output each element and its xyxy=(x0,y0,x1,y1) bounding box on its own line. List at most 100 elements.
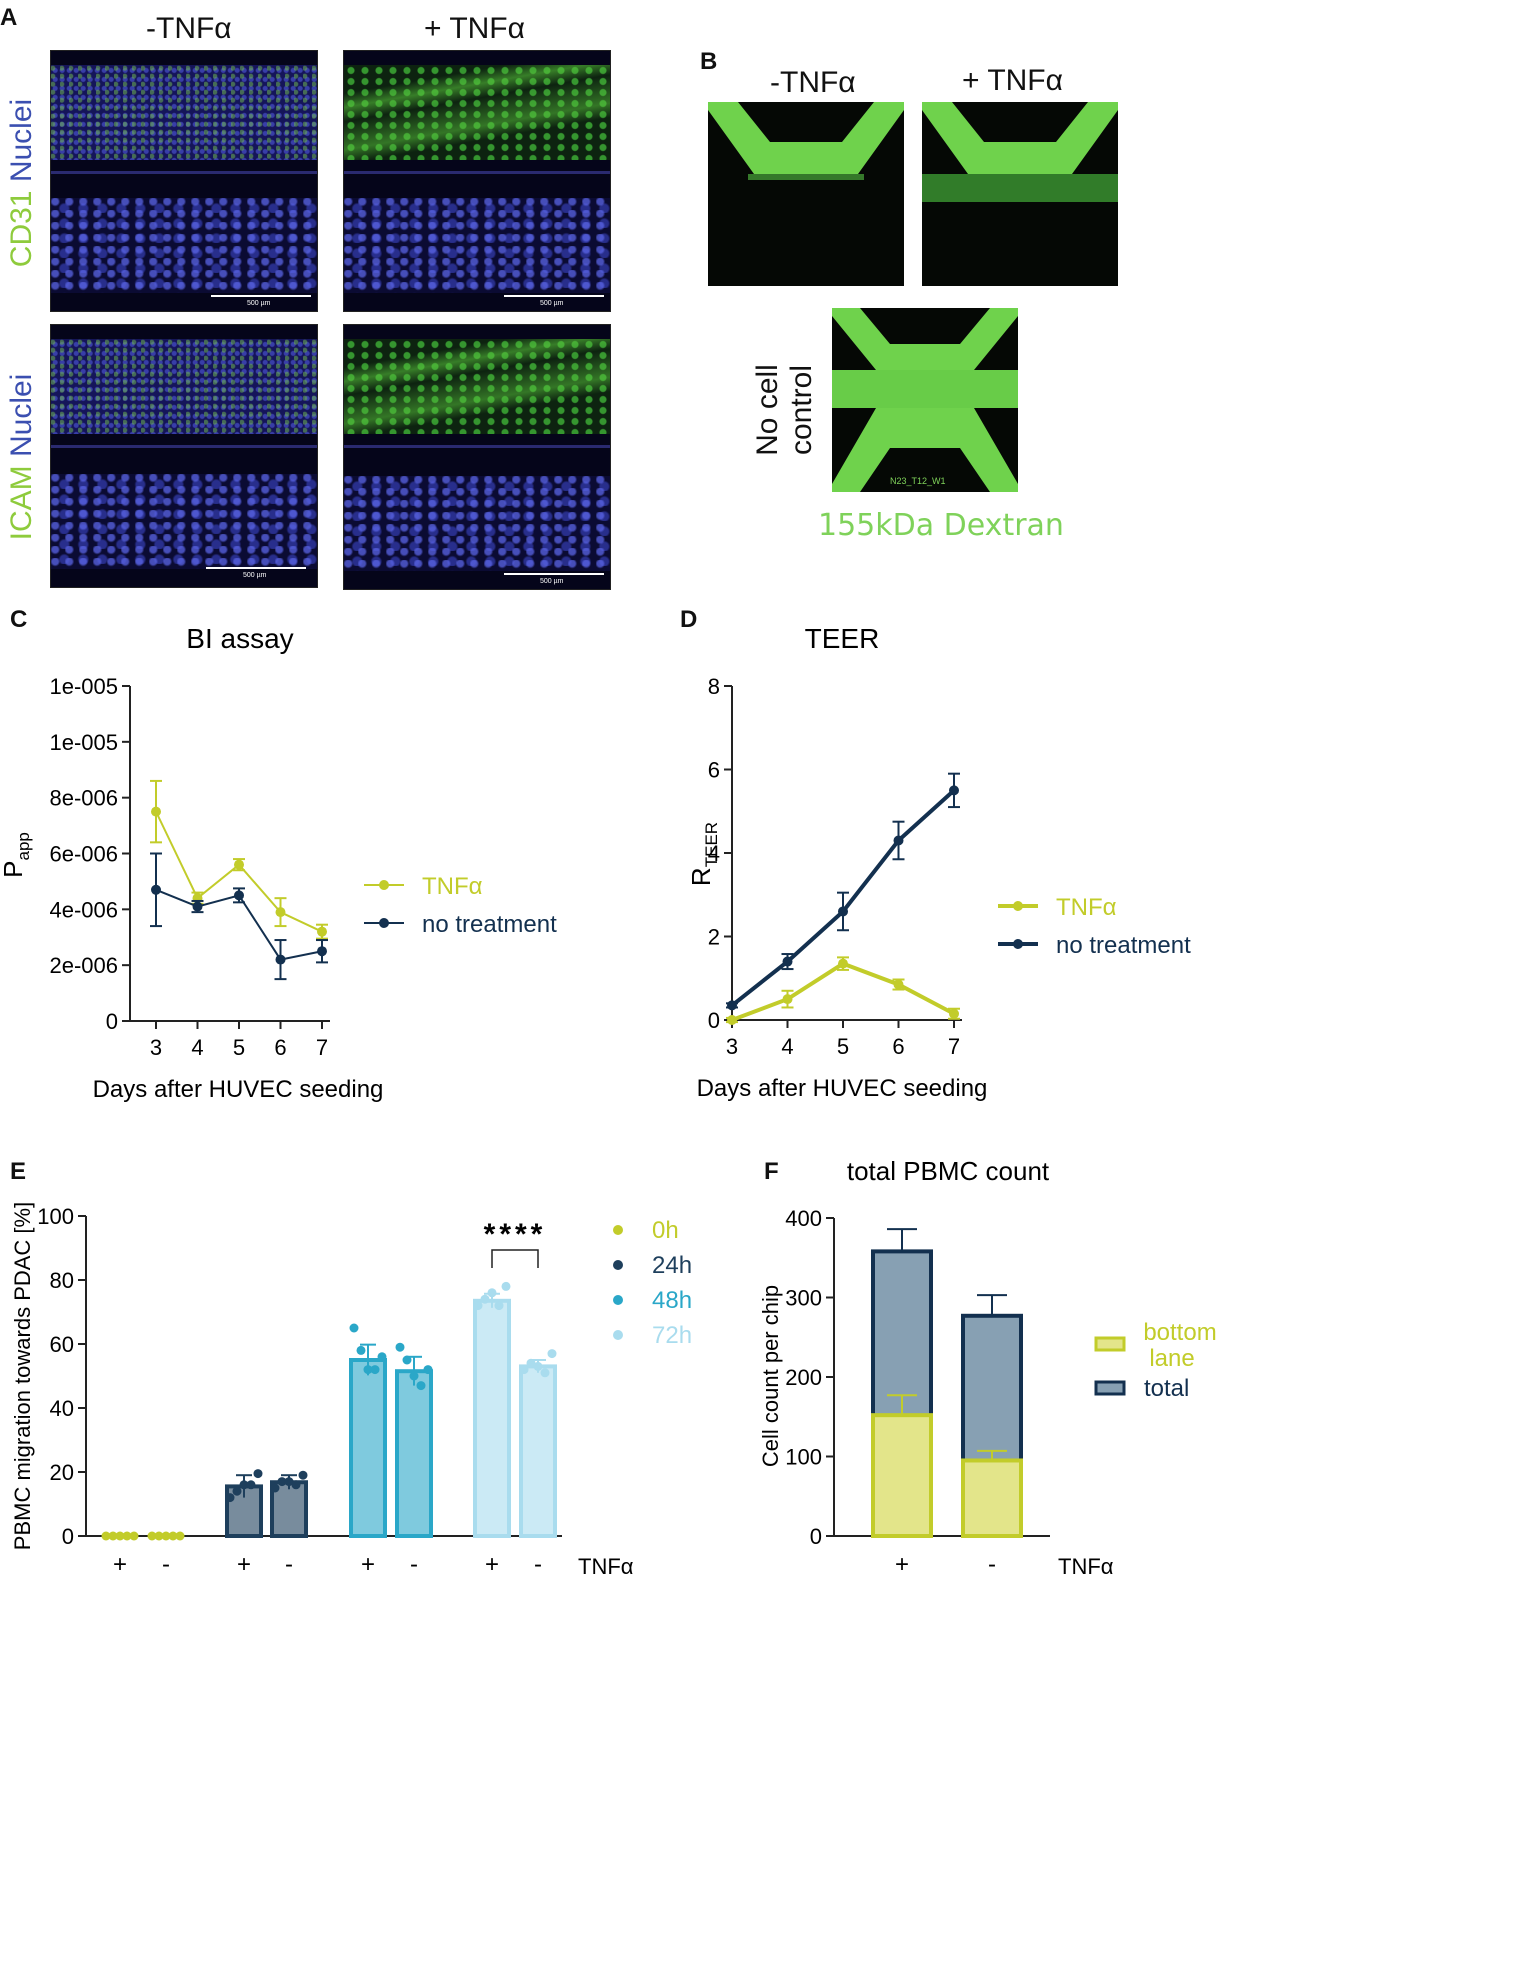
legend-swatch-total xyxy=(1094,1380,1126,1396)
replicate-point xyxy=(416,1381,426,1391)
bar xyxy=(473,1298,511,1538)
x-tick-label: 7 xyxy=(948,1034,960,1059)
y-tick-label: 200 xyxy=(785,1365,822,1390)
replicate-point xyxy=(402,1355,412,1365)
no-cell-control-label: No cell control xyxy=(751,325,819,495)
y-tick-label: 20 xyxy=(50,1460,74,1485)
x-tick-label: 5 xyxy=(837,1034,849,1059)
cd31-label: CD31 xyxy=(5,190,38,268)
legend-label: no treatment xyxy=(1056,932,1191,959)
data-point xyxy=(275,954,286,965)
x-axis-label: TNFα xyxy=(578,1554,634,1579)
replicate-point xyxy=(101,1531,111,1541)
data-point xyxy=(192,901,203,912)
y-tick-label: 1e-005 xyxy=(49,674,118,699)
scalebar-label: 500 µm xyxy=(540,578,564,585)
replicate-point xyxy=(519,1365,529,1375)
replicate-point xyxy=(270,1483,280,1493)
replicate-point xyxy=(526,1358,536,1368)
replicate-point xyxy=(370,1365,380,1375)
replicate-point xyxy=(239,1480,249,1490)
dextran-channel xyxy=(922,102,1118,202)
y-tick-label: 80 xyxy=(50,1268,74,1293)
legend-marker xyxy=(613,1260,623,1270)
legend-marker xyxy=(613,1225,623,1235)
data-point xyxy=(151,884,161,895)
y-axis-label: RTEER xyxy=(686,822,721,886)
replicate-point xyxy=(501,1281,511,1291)
panel-b-header-plus-tnf: + TNFα xyxy=(962,64,1063,97)
legend-label: lane xyxy=(1149,1345,1194,1372)
y-axis-label: Papp xyxy=(0,832,33,878)
legend-label: TNFα xyxy=(1056,894,1117,921)
legend-label: 72h xyxy=(652,1322,692,1349)
micrograph-cd31-plus-tnf: 500 µm xyxy=(343,50,611,312)
data-point xyxy=(893,979,904,990)
y-tick-label: 300 xyxy=(785,1286,822,1311)
replicate-point xyxy=(423,1365,433,1375)
legend-marker xyxy=(613,1295,623,1305)
no-cell-control-line2: control xyxy=(785,364,818,456)
chart-f-total-pbmc: total PBMC count 0 100 200 300 400 Cell count … xyxy=(758,1156,1217,1579)
x-tick-label: - xyxy=(534,1551,542,1578)
scalebar-label: 500 µm xyxy=(540,300,564,307)
data-point xyxy=(317,946,327,957)
dextran-channel xyxy=(708,102,904,180)
x-axis-label: Days after HUVEC seeding xyxy=(93,1076,384,1103)
data-point xyxy=(275,907,286,918)
panel-a-row2-label: ICAM Nuclei xyxy=(5,347,39,567)
y-tick-label: 6 xyxy=(708,758,720,783)
y-tick-label: 4 xyxy=(708,841,720,866)
legend-label: bottom xyxy=(1143,1319,1216,1346)
data-point xyxy=(838,906,848,917)
replicate-point xyxy=(147,1531,157,1541)
scalebar-label: 500 µm xyxy=(243,572,267,579)
y-tick-label: 0 xyxy=(708,1008,720,1033)
panel-b-header-minus-tnf: -TNFα xyxy=(770,66,856,99)
replicate-point xyxy=(108,1531,118,1541)
x-tick-label: 7 xyxy=(316,1035,328,1060)
replicate-point xyxy=(291,1480,301,1490)
x-tick-label: + xyxy=(113,1551,127,1578)
panel-letter-d: D xyxy=(680,606,698,633)
x-axis-label: Days after HUVEC seeding xyxy=(697,1075,988,1102)
x-tick-label: 5 xyxy=(233,1035,245,1060)
replicate-point xyxy=(494,1301,504,1311)
y-tick-label: 100 xyxy=(785,1445,822,1470)
replicate-point xyxy=(533,1361,543,1371)
legend-label: 48h xyxy=(652,1287,692,1314)
y-tick-label: 40 xyxy=(50,1396,74,1421)
y-tick-label: 60 xyxy=(50,1332,74,1357)
panel-a-header-minus-tnf: -TNFα xyxy=(146,12,232,45)
legend-label: 0h xyxy=(652,1217,679,1244)
replicate-point xyxy=(122,1531,132,1541)
x-tick-label: + xyxy=(485,1551,499,1578)
replicate-point xyxy=(284,1477,294,1487)
legend-label: no treatment xyxy=(422,911,557,938)
panel-letter-c: C xyxy=(10,606,28,633)
replicate-point xyxy=(298,1470,308,1480)
micrograph-cd31-minus-tnf: 500 µm xyxy=(50,50,318,312)
data-point xyxy=(782,956,793,967)
y-tick-label: 0 xyxy=(62,1524,74,1549)
panel-letter-f: F xyxy=(764,1158,779,1185)
replicate-point xyxy=(246,1480,256,1490)
replicate-point xyxy=(409,1371,419,1381)
y-tick-label: 2 xyxy=(708,925,720,950)
significance-label: **** xyxy=(484,1218,547,1251)
legend-marker xyxy=(1013,939,1023,949)
bar xyxy=(349,1358,387,1538)
replicate-point xyxy=(395,1342,405,1352)
replicate-point xyxy=(175,1531,185,1541)
data-point xyxy=(949,1008,959,1019)
bar-bottom-lane xyxy=(871,1413,933,1538)
chart-d-teer: TEER 0 2 4 6 8 3 4 5 6 7 Days after HUVEC seeding RT… xyxy=(686,623,1191,1102)
panel-a-header-plus-tnf: + TNFα xyxy=(424,12,525,45)
dextran-image-minus-tnf xyxy=(708,102,904,286)
x-tick-label: 4 xyxy=(781,1034,793,1059)
chart-title: total PBMC count xyxy=(847,1156,1050,1186)
bar-bottom-lane xyxy=(961,1458,1023,1539)
x-tick-label: 6 xyxy=(892,1034,904,1059)
y-tick-label: 8e-006 xyxy=(49,786,118,811)
replicate-point xyxy=(154,1531,164,1541)
